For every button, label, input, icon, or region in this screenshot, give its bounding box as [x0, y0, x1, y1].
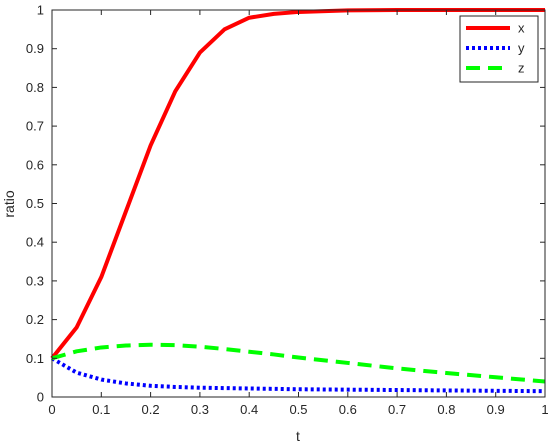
x-tick-label: 0.9 [487, 402, 505, 417]
x-tick-label: 0 [48, 402, 55, 417]
y-tick-label: 0.5 [26, 196, 44, 211]
y-tick-label: 0.6 [26, 157, 44, 172]
y-axis-title: ratio [1, 190, 17, 217]
y-axis: 0 0.1 0.2 0.3 0.4 0.5 0.6 0.7 0.8 0.9 1 [26, 3, 545, 405]
y-tick-label: 1 [37, 3, 44, 18]
x-tick-label: 1 [541, 402, 548, 417]
series-line-z [51, 342, 546, 384]
y-tick-label: 0 [37, 390, 44, 405]
legend-label-z: z [518, 61, 525, 76]
y-tick-label: 0.1 [26, 351, 44, 366]
legend-label-x: x [518, 21, 525, 36]
legend: xyz [459, 15, 539, 83]
y-tick-label: 0.7 [26, 119, 44, 134]
y-tick-label: 0.3 [26, 273, 44, 288]
x-tick-label: 0.4 [240, 402, 258, 417]
y-tick-label: 0.4 [26, 235, 44, 250]
x-tick-label: 0.6 [339, 402, 357, 417]
series-line-y [50, 356, 546, 394]
x-tick-label: 0.2 [142, 402, 160, 417]
y-tick-label: 0.2 [26, 312, 44, 327]
x-axis: 0 0.1 0.2 0.3 0.4 0.5 0.6 0.7 0.8 0.9 1 [48, 10, 549, 417]
legend-entries: xyz [466, 21, 525, 76]
x-tick-label: 0.3 [191, 402, 209, 417]
x-tick-label: 0.5 [289, 402, 307, 417]
x-tick-label: 0.1 [92, 402, 110, 417]
legend-label-y: y [518, 41, 525, 56]
y-tick-label: 0.8 [26, 80, 44, 95]
x-tick-label: 0.8 [437, 402, 455, 417]
x-tick-label: 0.7 [388, 402, 406, 417]
y-tick-label: 0.9 [26, 41, 44, 56]
x-axis-title: t [296, 428, 300, 444]
